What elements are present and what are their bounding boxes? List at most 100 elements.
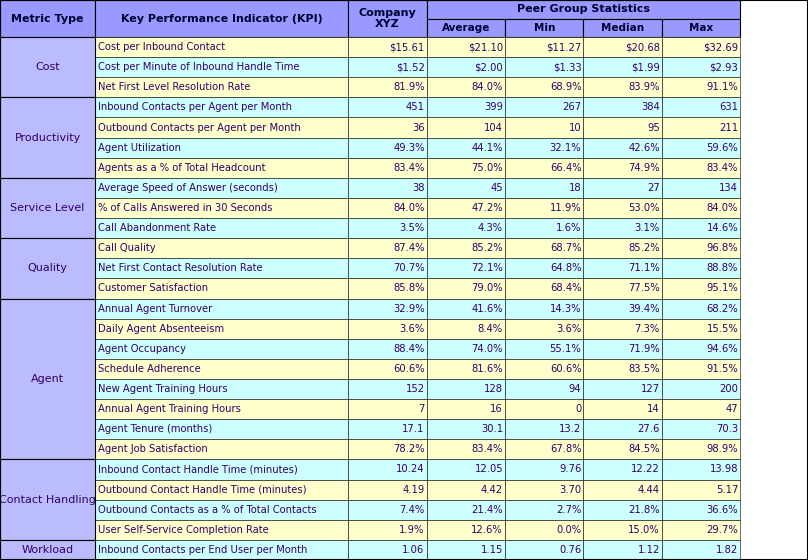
Text: 9.76: 9.76 (559, 464, 582, 474)
Bar (95, 97, 348, 118)
Text: 3.70: 3.70 (559, 484, 582, 494)
Text: 55.1%: 55.1% (549, 344, 582, 354)
Bar (95, 439, 348, 459)
Text: 200: 200 (719, 384, 739, 394)
Bar (95, 379, 348, 399)
Bar (95, 178, 348, 198)
Text: Agents as a % of Total Headcount: Agents as a % of Total Headcount (99, 163, 266, 172)
Bar (348, 379, 427, 399)
Bar (348, 57, 427, 77)
Text: 11.9%: 11.9% (549, 203, 582, 213)
Bar (662, 479, 740, 500)
Bar (505, 479, 583, 500)
Text: Workload: Workload (22, 545, 74, 555)
Bar (95, 198, 348, 218)
Bar (348, 419, 427, 439)
Text: Quality: Quality (27, 263, 68, 273)
Bar (427, 359, 505, 379)
Bar (583, 97, 662, 118)
Text: 91.1%: 91.1% (706, 82, 739, 92)
Text: 12.6%: 12.6% (471, 525, 503, 535)
Bar (348, 158, 427, 178)
Text: 85.2%: 85.2% (471, 243, 503, 253)
Text: 60.6%: 60.6% (393, 364, 425, 374)
Bar (348, 479, 427, 500)
Text: Productivity: Productivity (15, 133, 81, 143)
Text: 79.0%: 79.0% (471, 283, 503, 293)
Text: 91.5%: 91.5% (706, 364, 739, 374)
Bar (0, 298, 95, 459)
Text: 32.1%: 32.1% (549, 143, 582, 153)
Text: 128: 128 (484, 384, 503, 394)
Text: $21.10: $21.10 (468, 42, 503, 52)
Bar (348, 138, 427, 158)
Bar (95, 77, 348, 97)
Text: 384: 384 (641, 102, 660, 113)
Bar (427, 500, 505, 520)
Bar (348, 359, 427, 379)
Text: 1.12: 1.12 (638, 545, 660, 555)
Text: 15.0%: 15.0% (628, 525, 660, 535)
Bar (427, 459, 505, 479)
Text: 94.6%: 94.6% (706, 344, 739, 354)
Text: 3.5%: 3.5% (399, 223, 425, 233)
Bar (505, 419, 583, 439)
Bar (0, 0, 95, 37)
Bar (427, 218, 505, 238)
Text: 77.5%: 77.5% (628, 283, 660, 293)
Text: $15.61: $15.61 (389, 42, 425, 52)
Text: Inbound Contacts per End User per Month: Inbound Contacts per End User per Month (99, 545, 308, 555)
Text: 38: 38 (412, 183, 425, 193)
Text: 29.7%: 29.7% (706, 525, 739, 535)
Text: Agent Tenure (months): Agent Tenure (months) (99, 424, 213, 434)
Bar (505, 319, 583, 339)
Bar (662, 57, 740, 77)
Bar (95, 479, 348, 500)
Bar (583, 278, 662, 298)
Bar (505, 520, 583, 540)
Bar (95, 520, 348, 540)
Bar (348, 399, 427, 419)
Bar (662, 439, 740, 459)
Text: Cost per Inbound Contact: Cost per Inbound Contact (99, 42, 225, 52)
Bar (505, 439, 583, 459)
Text: 4.19: 4.19 (402, 484, 425, 494)
Text: 83.9%: 83.9% (629, 82, 660, 92)
Bar (583, 399, 662, 419)
Text: 64.8%: 64.8% (550, 263, 582, 273)
Bar (348, 540, 427, 560)
Bar (95, 118, 348, 138)
Text: Annual Agent Training Hours: Annual Agent Training Hours (99, 404, 242, 414)
Bar (505, 379, 583, 399)
Bar (348, 258, 427, 278)
Text: Outbound Contacts per Agent per Month: Outbound Contacts per Agent per Month (99, 123, 301, 133)
Text: 47.2%: 47.2% (471, 203, 503, 213)
Bar (95, 540, 348, 560)
Bar (95, 158, 348, 178)
Bar (348, 238, 427, 258)
Bar (662, 18, 740, 37)
Text: Average: Average (442, 23, 490, 32)
Bar (583, 138, 662, 158)
Bar (95, 399, 348, 419)
Text: 211: 211 (719, 123, 739, 133)
Text: 27.6: 27.6 (638, 424, 660, 434)
Text: 4.42: 4.42 (481, 484, 503, 494)
Bar (348, 118, 427, 138)
Bar (662, 178, 740, 198)
Bar (427, 77, 505, 97)
Bar (348, 298, 427, 319)
Bar (583, 118, 662, 138)
Bar (662, 298, 740, 319)
Bar (427, 37, 505, 57)
Text: 85.8%: 85.8% (393, 283, 425, 293)
Text: 75.0%: 75.0% (471, 163, 503, 172)
Bar (505, 37, 583, 57)
Bar (505, 57, 583, 77)
Text: 68.4%: 68.4% (550, 283, 582, 293)
Bar (505, 339, 583, 359)
Text: $11.27: $11.27 (546, 42, 582, 52)
Bar (505, 298, 583, 319)
Text: 631: 631 (719, 102, 739, 113)
Bar (0, 37, 95, 97)
